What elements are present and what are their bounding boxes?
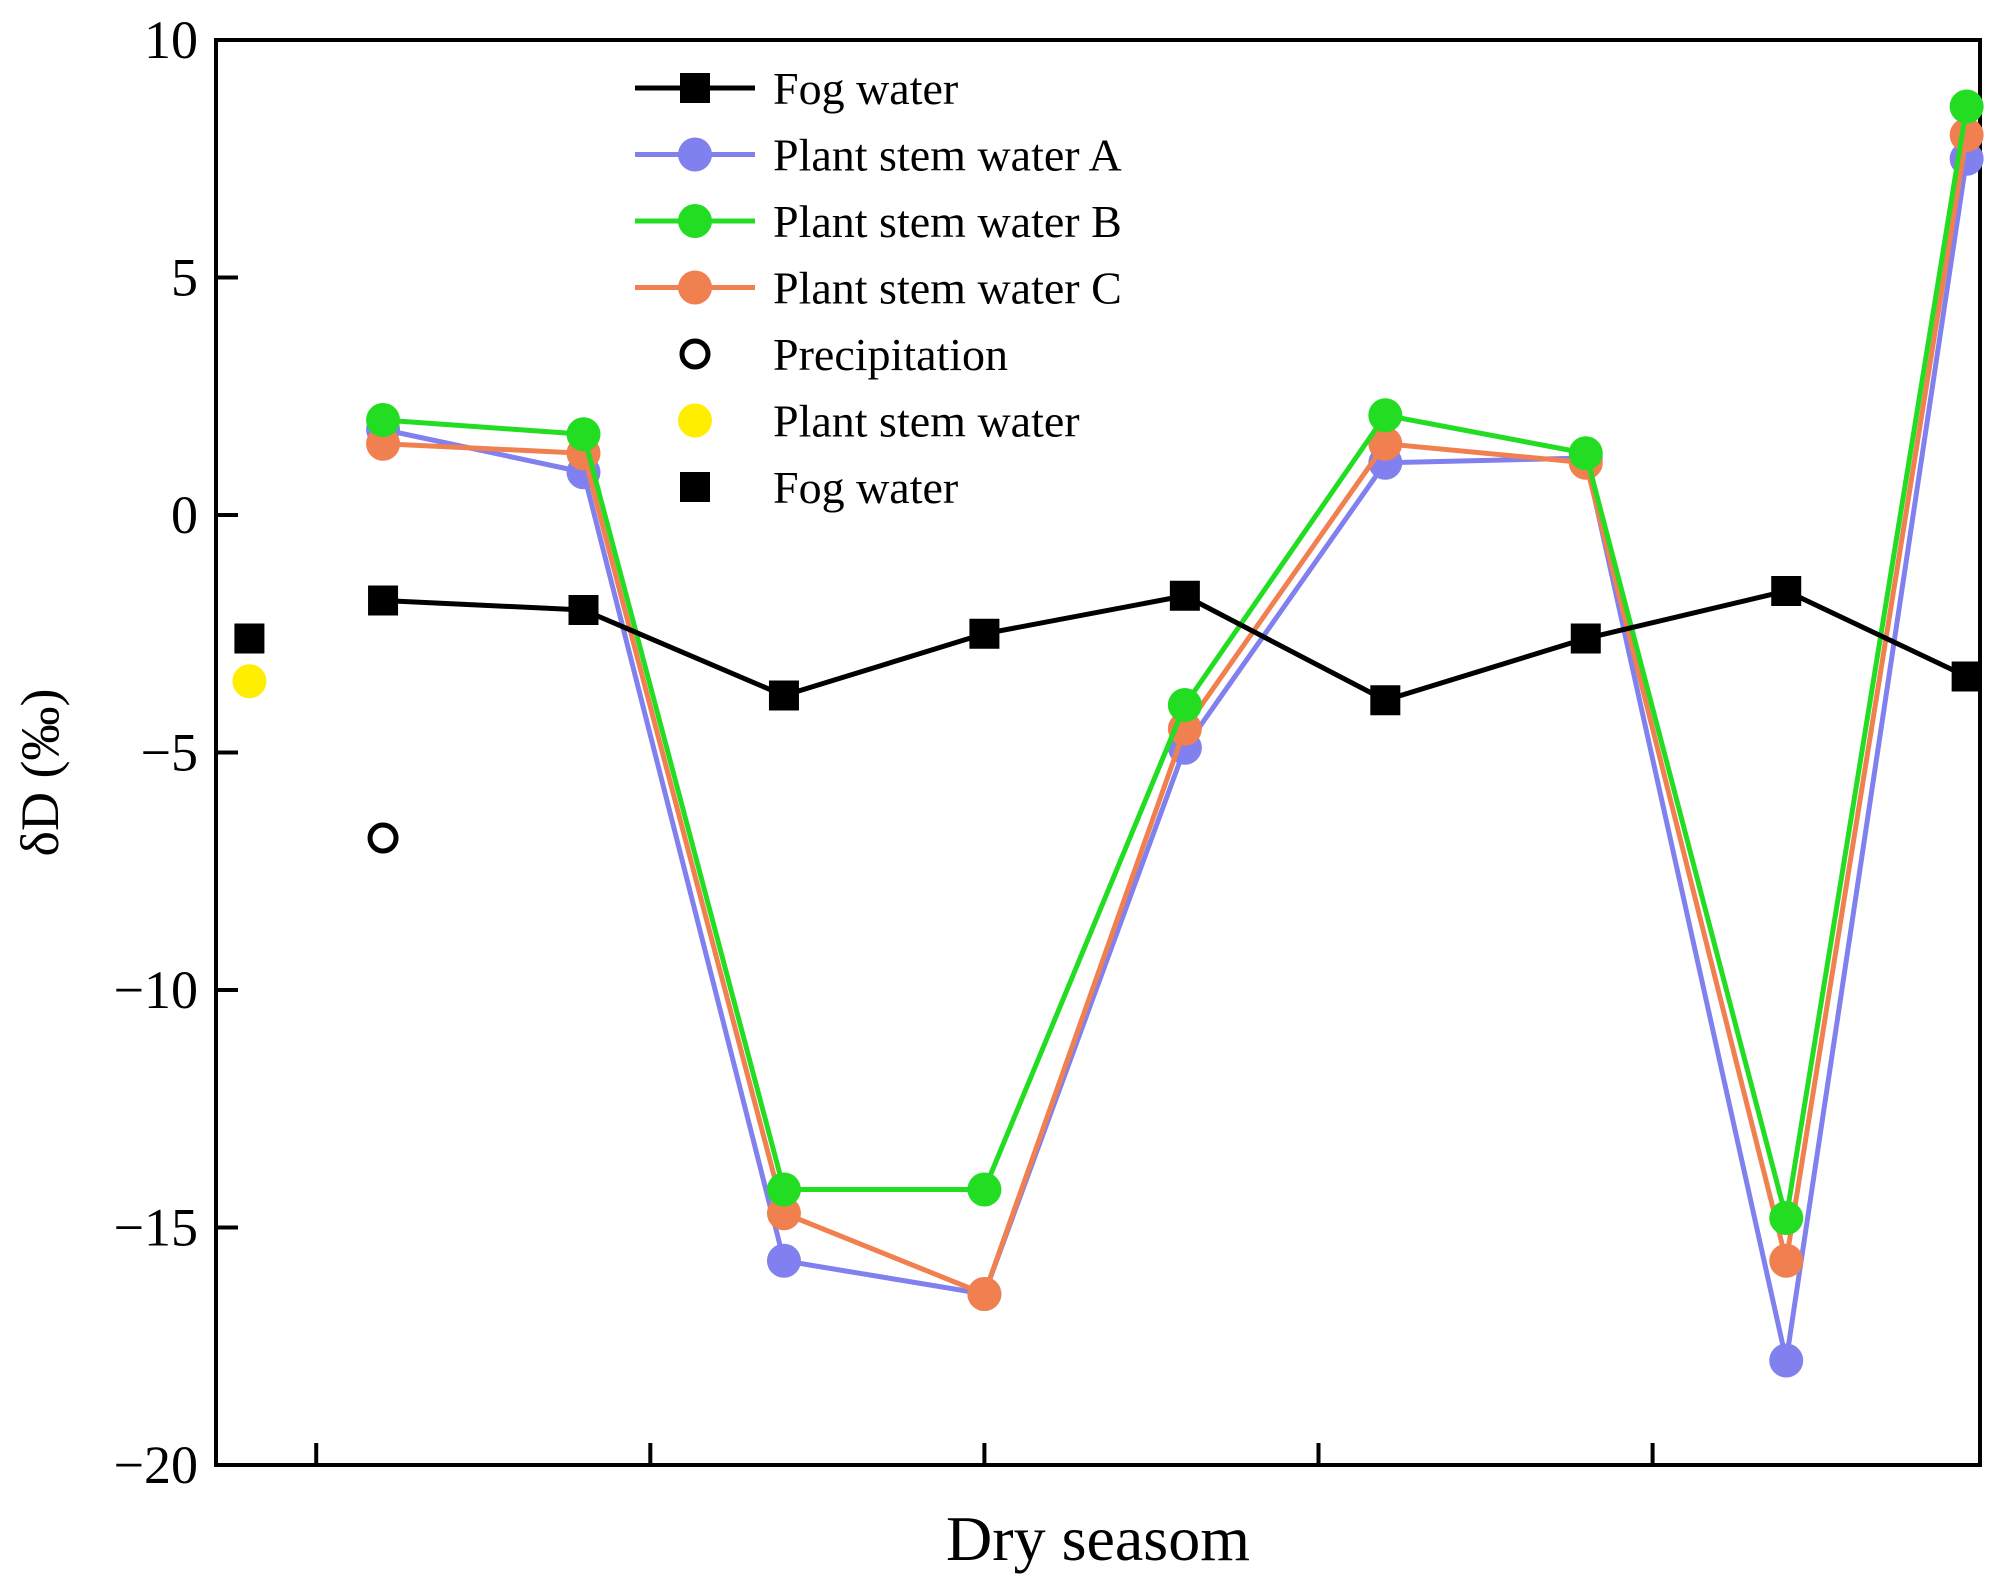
data-point [1368, 398, 1403, 433]
legend-marker [678, 403, 712, 438]
legend-marker [678, 137, 712, 172]
y-axis-label: δD (‰) [10, 689, 70, 857]
legend-entry: Precipitation [679, 329, 1008, 380]
data-point [1949, 89, 1984, 124]
legend-marker [680, 472, 710, 502]
legend-marker [678, 204, 712, 238]
legend-entry: Plant stem water B [635, 196, 1122, 247]
data-point [566, 417, 601, 452]
y-tick-label: 5 [171, 248, 198, 308]
y-tick-label: 0 [171, 485, 198, 545]
legend-label: Fog water [773, 462, 958, 513]
data-point [766, 1172, 801, 1207]
data-point [1570, 623, 1601, 654]
data-point [1769, 1343, 1804, 1378]
legend-entry: Plant stem water C [635, 263, 1122, 314]
legend-entry: Plant stem water A [635, 130, 1122, 181]
data-point [766, 1243, 801, 1278]
series-plant-stem-water-b [366, 89, 1984, 1235]
legend-label: Plant stem water [773, 396, 1080, 447]
data-point [967, 1277, 1002, 1311]
legend-label: Plant stem water B [773, 196, 1122, 247]
legend: Fog water Plant stem water A Plant stem wa… [635, 63, 1122, 513]
legend-entry: Fog water [680, 462, 958, 513]
point-precipitation [367, 822, 399, 854]
legend-label: Fog water [773, 63, 958, 114]
data-point [1568, 436, 1603, 471]
legend-entry: Plant stem water [678, 396, 1080, 447]
data-point [1370, 685, 1401, 716]
data-point [366, 426, 401, 461]
y-tick-label: −10 [114, 960, 198, 1020]
data-point [766, 1196, 801, 1231]
data-point [768, 680, 799, 711]
data-point [969, 618, 1000, 649]
y-axis: 10 5 0 −5 −10 −15 −20 [114, 10, 238, 1495]
legend-marker [678, 270, 712, 305]
legend-label: Precipitation [773, 329, 1008, 380]
standalone-points [232, 623, 399, 854]
x-axis [314, 1443, 1655, 1465]
legend-marker [680, 73, 710, 103]
data-point [1951, 661, 1982, 692]
series-fog-water [368, 576, 1982, 716]
point-fog-water [234, 623, 265, 654]
point-plant-stem-water [232, 664, 267, 699]
data-point [1769, 1243, 1804, 1278]
data-point [368, 585, 399, 616]
data-point [1167, 688, 1202, 722]
data-point [568, 595, 599, 625]
legend-label: Plant stem water A [773, 130, 1122, 181]
y-tick-label: −20 [114, 1435, 198, 1495]
data-point [1771, 576, 1802, 606]
data-point [967, 1172, 1002, 1207]
series-layer [366, 89, 1984, 1378]
legend-label: Plant stem water C [773, 263, 1122, 314]
data-point [1169, 580, 1200, 611]
legend-marker [679, 338, 711, 370]
data-point [366, 403, 401, 437]
data-point [1769, 1201, 1804, 1235]
y-tick-label: −15 [114, 1198, 198, 1258]
legend-entry: Fog water [635, 63, 958, 114]
x-axis-label: Dry seasom [946, 1503, 1250, 1574]
y-tick-label: 10 [144, 10, 198, 70]
y-tick-label: −5 [141, 723, 198, 783]
data-point [1368, 426, 1403, 461]
